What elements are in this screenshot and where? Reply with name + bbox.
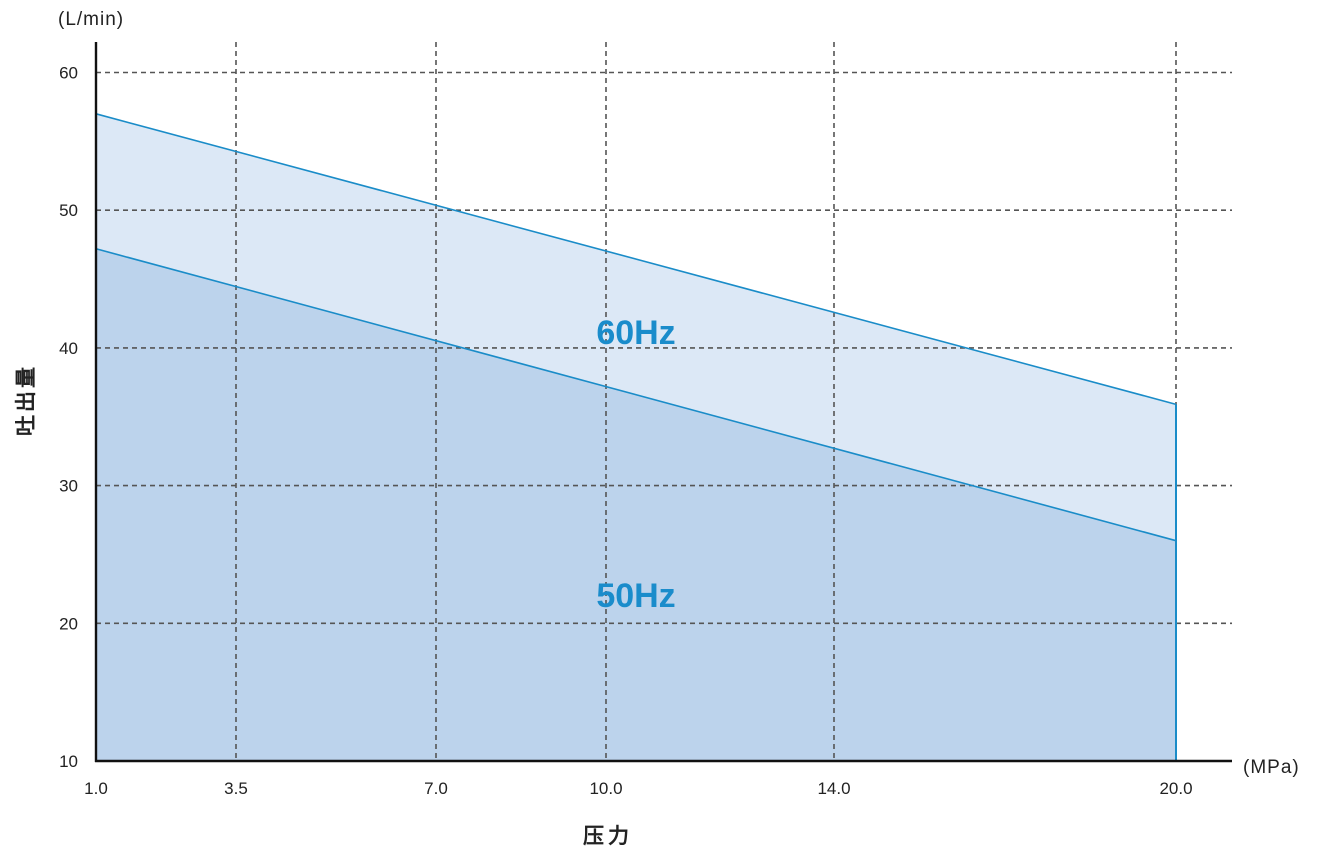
series-label-60hz: 60Hz xyxy=(596,314,675,352)
series-lines xyxy=(95,113,1177,761)
x-tick-label-3_5: 3.5 xyxy=(224,779,248,798)
x-tick-label-1: 1.0 xyxy=(84,779,108,798)
grid-lines xyxy=(96,42,1232,761)
x-tick-label-7: 7.0 xyxy=(424,779,448,798)
area-fills xyxy=(96,113,1176,762)
x-tick-label-20: 20.0 xyxy=(1159,779,1192,798)
axes xyxy=(94,42,1232,763)
y-tick-label-30: 30 xyxy=(59,477,78,496)
y-axis-title: 吐出量 xyxy=(14,364,38,436)
y-tick-label-10: 10 xyxy=(59,752,78,771)
x-unit-label: (MPa) xyxy=(1243,757,1300,778)
y-tick-label-20: 20 xyxy=(59,614,78,633)
x-axis-title: 压力 xyxy=(583,824,633,848)
x-tick-label-10: 10.0 xyxy=(589,779,622,798)
area-fill-50hz xyxy=(96,248,1176,762)
x-tick-label-14: 14.0 xyxy=(817,779,850,798)
series-line-50hz xyxy=(95,247,1177,542)
y-tick-label-50: 50 xyxy=(59,201,78,220)
tick-labels: 10 20 30 40 50 60 1.0 3.5 7.0 10.0 14.0 20.0 xyxy=(59,64,1192,799)
y-tick-label-40: 40 xyxy=(59,339,78,358)
series-label-50hz: 50Hz xyxy=(596,577,675,615)
series-line-60hz xyxy=(95,113,1177,406)
y-tick-label-60: 60 xyxy=(59,64,78,83)
y-unit-label: (L/min) xyxy=(58,9,124,30)
